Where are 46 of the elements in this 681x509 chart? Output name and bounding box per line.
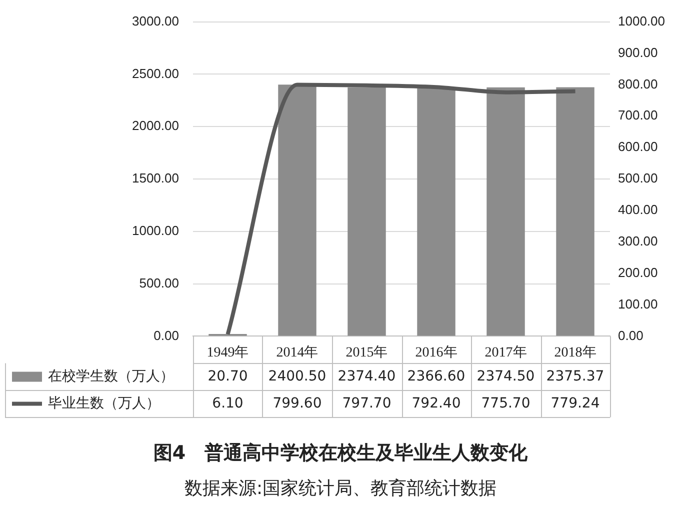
x-tick-label: 2018年: [554, 344, 596, 360]
y2-tick-label: 500.00: [618, 170, 658, 186]
bar: [278, 84, 316, 336]
y2-tick-label: 900.00: [618, 44, 658, 60]
bar: [486, 87, 525, 336]
line-series: [226, 82, 578, 336]
legend-label: 在校学生数（万人）: [48, 368, 174, 384]
x-tick-label: 2017年: [484, 344, 527, 360]
y-tick-label: 2000.00: [132, 118, 179, 134]
data-label: 2374.50: [476, 368, 535, 384]
data-label: 2400.50: [268, 368, 326, 384]
y-tick-label: 2500.00: [132, 66, 179, 81]
data-label: 779.24: [550, 395, 600, 412]
x-tick-label: 2014年: [276, 344, 318, 360]
y2-tick-label: 1000.00: [618, 13, 666, 28]
data-label: 6.10: [212, 395, 244, 412]
y2-tick-label: 600.00: [618, 139, 658, 154]
y-tick-label: 3000.00: [132, 13, 179, 28]
data-label: 20.70: [208, 368, 248, 384]
text: 图4 普通高中学校在校生及毕业生人数变化: [152, 441, 529, 466]
bar: [417, 88, 456, 336]
bar: [348, 87, 386, 336]
data-label: 797.70: [342, 395, 392, 412]
y-tick-label: 1500.00: [132, 170, 179, 186]
x-tick-label: 2015年: [346, 344, 388, 360]
y2-tick-label: 800.00: [618, 76, 658, 92]
y2-tick-label: 200.00: [618, 264, 658, 280]
y2-tick-label: 400.00: [618, 202, 658, 218]
y2-tick-label: 100.00: [618, 296, 658, 312]
x-tick-label: 2016年: [415, 344, 458, 360]
data-label: 775.70: [481, 395, 530, 412]
data-label: 2374.40: [338, 368, 396, 384]
y2-tick-label: 0.00: [618, 328, 644, 343]
data-label: 799.60: [272, 395, 322, 412]
data-label: 792.40: [412, 395, 461, 412]
legend-label: 毕业生数（万人）: [48, 395, 160, 412]
data-label: 2375.37: [546, 368, 604, 384]
y-tick-label: 500.00: [139, 275, 179, 290]
data-label: 2366.60: [407, 368, 466, 384]
bar: [556, 87, 594, 336]
x-tick-label: 1949年: [206, 344, 249, 360]
y2-tick-label: 700.00: [618, 108, 658, 123]
y-tick-label: 1000.00: [132, 222, 179, 238]
source-note: 数据来源:国家统计局、教育部统计数据: [183, 477, 498, 500]
y2-tick-label: 300.00: [618, 233, 658, 248]
y-tick-label: 0.00: [154, 328, 179, 343]
